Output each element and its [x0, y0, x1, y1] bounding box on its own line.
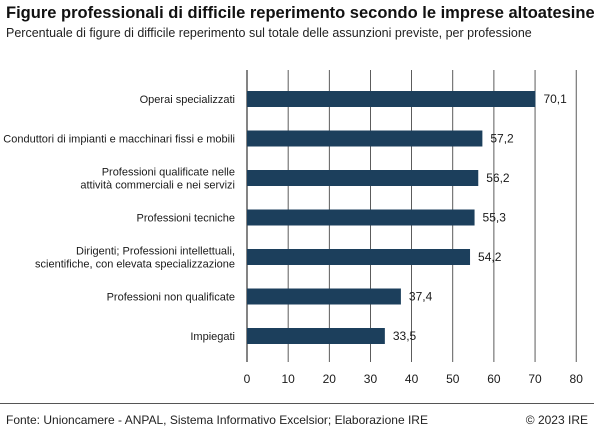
- bar-chart: 70,1 Operai specializzati 57,2 Conduttori d…: [3, 70, 584, 386]
- x-tick-label-0: 0: [244, 372, 251, 386]
- x-tick-label-80: 80: [570, 372, 584, 386]
- x-tick-label-70: 70: [528, 372, 542, 386]
- category-label-4-line-1: scientifiche, con elevata specializzazio…: [35, 259, 235, 271]
- x-tick-label-40: 40: [405, 372, 419, 386]
- category-label-1: Conduttori di impianti e macchinari fiss…: [3, 134, 235, 146]
- category-label-4-line-0: Dirigenti; Professioni intellettuali,: [76, 246, 235, 258]
- source-note: Fonte: Unioncamere - ANPAL, Sistema Info…: [6, 413, 428, 427]
- value-label-1: 57,2: [490, 132, 514, 146]
- category-label-0: Operai specializzati: [140, 94, 235, 106]
- category-label-6: Impiegati: [190, 331, 235, 343]
- bar-chart-svg: 70,1 Operai specializzati 57,2 Conduttori d…: [3, 70, 584, 386]
- category-label-2-line-0: Professioni qualificate nelle: [102, 167, 235, 179]
- value-label-6: 33,5: [393, 329, 417, 343]
- x-tick-label-10: 10: [281, 372, 295, 386]
- footer-divider: [0, 403, 594, 404]
- bar-3: [247, 209, 475, 226]
- chart-title: Figure professionali di difficile reperi…: [6, 4, 594, 22]
- x-tick-label-30: 30: [364, 372, 378, 386]
- bar-5: [247, 288, 401, 305]
- x-tick-label-50: 50: [446, 372, 460, 386]
- category-label-2-line-1: attività commerciali e nei servizi: [80, 180, 235, 192]
- bar-1: [247, 130, 483, 147]
- value-label-0: 70,1: [543, 92, 567, 106]
- category-label-3: Professioni tecniche: [137, 213, 235, 225]
- bar-4: [247, 249, 471, 265]
- value-label-5: 37,4: [409, 290, 433, 304]
- value-label-2: 56,2: [486, 171, 510, 185]
- x-tick-label-60: 60: [487, 372, 501, 386]
- value-label-3: 55,3: [483, 211, 507, 225]
- bar-0: [247, 91, 536, 107]
- copyright-note: © 2023 IRE: [525, 413, 588, 427]
- bar-2: [247, 170, 479, 186]
- category-label-5: Professioni non qualificate: [107, 292, 235, 304]
- chart-subtitle: Percentuale di figure di difficile reper…: [6, 26, 532, 40]
- x-tick-label-20: 20: [323, 372, 337, 386]
- value-label-4: 54,2: [478, 250, 502, 264]
- bar-6: [247, 328, 385, 344]
